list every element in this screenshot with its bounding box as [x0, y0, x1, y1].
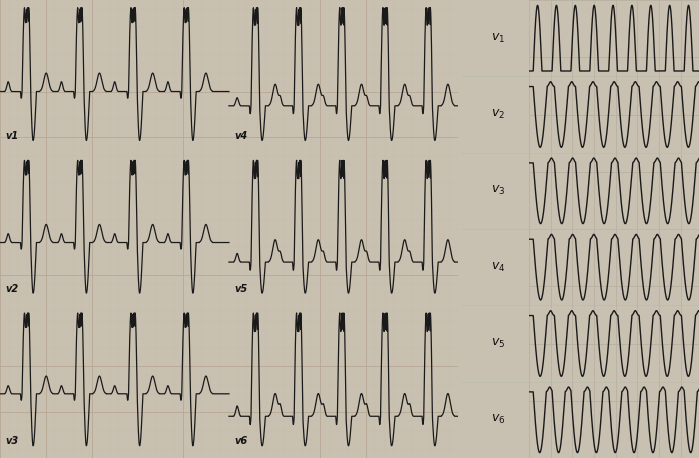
Text: v2: v2 — [6, 284, 19, 294]
Text: $v_1$: $v_1$ — [491, 32, 505, 45]
Text: v6: v6 — [234, 436, 247, 446]
Text: v5: v5 — [234, 284, 247, 294]
Text: v1: v1 — [6, 131, 19, 141]
Text: $v_5$: $v_5$ — [491, 337, 505, 350]
Text: $v_6$: $v_6$ — [491, 413, 505, 426]
Text: v4: v4 — [234, 131, 247, 141]
Text: $v_4$: $v_4$ — [491, 261, 505, 274]
Text: v3: v3 — [6, 436, 19, 446]
Text: $v_2$: $v_2$ — [491, 108, 505, 121]
Text: $v_3$: $v_3$ — [491, 184, 505, 197]
